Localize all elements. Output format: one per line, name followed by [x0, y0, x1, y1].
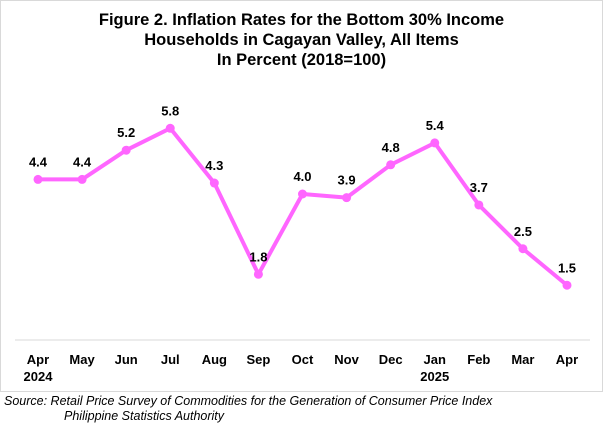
- data-point: [342, 193, 352, 203]
- data-label: 5.2: [117, 125, 135, 140]
- data-point: [121, 145, 131, 155]
- source-line-2: Philippine Statistics Authority: [64, 409, 225, 423]
- x-tick-label: Oct: [292, 352, 314, 367]
- data-label: 4.4: [73, 154, 92, 169]
- data-label: 3.7: [470, 180, 488, 195]
- x-tick-label: Dec: [379, 352, 403, 367]
- data-label: 4.3: [205, 158, 223, 173]
- x-tick-label: Apr: [556, 352, 578, 367]
- data-point: [386, 160, 396, 170]
- x-tick-label: Feb: [467, 352, 490, 367]
- data-labels: 4.4 4.4 5.2 5.8 4.3 1.8 4.0 3.9 4.8 5.4 3.7 2.5 1.5: [29, 103, 576, 275]
- x-tick-label: Nov: [334, 352, 359, 367]
- x-tick-label: May: [69, 352, 95, 367]
- x-tick-label: Mar: [511, 352, 534, 367]
- data-label: 1.5: [558, 260, 576, 275]
- series-line-group: [38, 126, 569, 287]
- series-line: [38, 126, 569, 287]
- chart-title-line-2: Households in Cagayan Valley, All Items: [144, 31, 459, 49]
- source-line-1: Source: Retail Price Survey of Commoditi…: [4, 394, 493, 408]
- data-label: 1.8: [249, 249, 267, 264]
- data-point: [253, 269, 263, 279]
- x-tick-label: Apr: [27, 352, 49, 367]
- data-point: [33, 174, 43, 184]
- data-point: [474, 200, 484, 210]
- data-label: 5.4: [426, 118, 445, 133]
- chart-title: Figure 2. Inflation Rates for the Bottom…: [0, 10, 603, 70]
- x-tick-label: Aug: [202, 352, 227, 367]
- data-label: 4.4: [29, 154, 48, 169]
- data-label: 5.8: [161, 103, 179, 118]
- data-points: [33, 123, 572, 290]
- data-point: [209, 178, 219, 188]
- source-note: Source: Retail Price Survey of Commoditi…: [4, 394, 492, 424]
- data-point: [77, 174, 87, 184]
- data-point: [165, 123, 175, 133]
- line-chart: 4.4 4.45.25.84.31.84.0 3.94.85.43.72.51.5 …: [15, 103, 590, 384]
- data-label: 3.9: [338, 173, 356, 188]
- x-tick-labels: Apr 2024 May Jun Jul Aug Sep Oct Nov Dec Jan 2025 Fe…: [24, 352, 579, 384]
- data-point: [518, 244, 528, 254]
- data-point: [298, 189, 307, 199]
- data-label: 4.8: [382, 140, 400, 155]
- x-tick-label: Jul: [161, 352, 180, 367]
- x-year-label: 2024: [24, 369, 54, 384]
- x-tick-label: Sep: [246, 352, 270, 367]
- x-year-label: 2025: [420, 369, 449, 384]
- chart-title-line-1: Figure 2. Inflation Rates for the Bottom…: [98, 11, 505, 29]
- data-label: 2.5: [514, 224, 532, 239]
- data-point: [430, 138, 440, 148]
- data-point: [562, 280, 572, 290]
- chart-title-line-3: In Percent (2018=100): [216, 51, 387, 69]
- x-tick-label: Jun: [115, 352, 138, 367]
- x-tick-label: Jan: [424, 352, 446, 367]
- data-label: 4.0: [293, 169, 311, 184]
